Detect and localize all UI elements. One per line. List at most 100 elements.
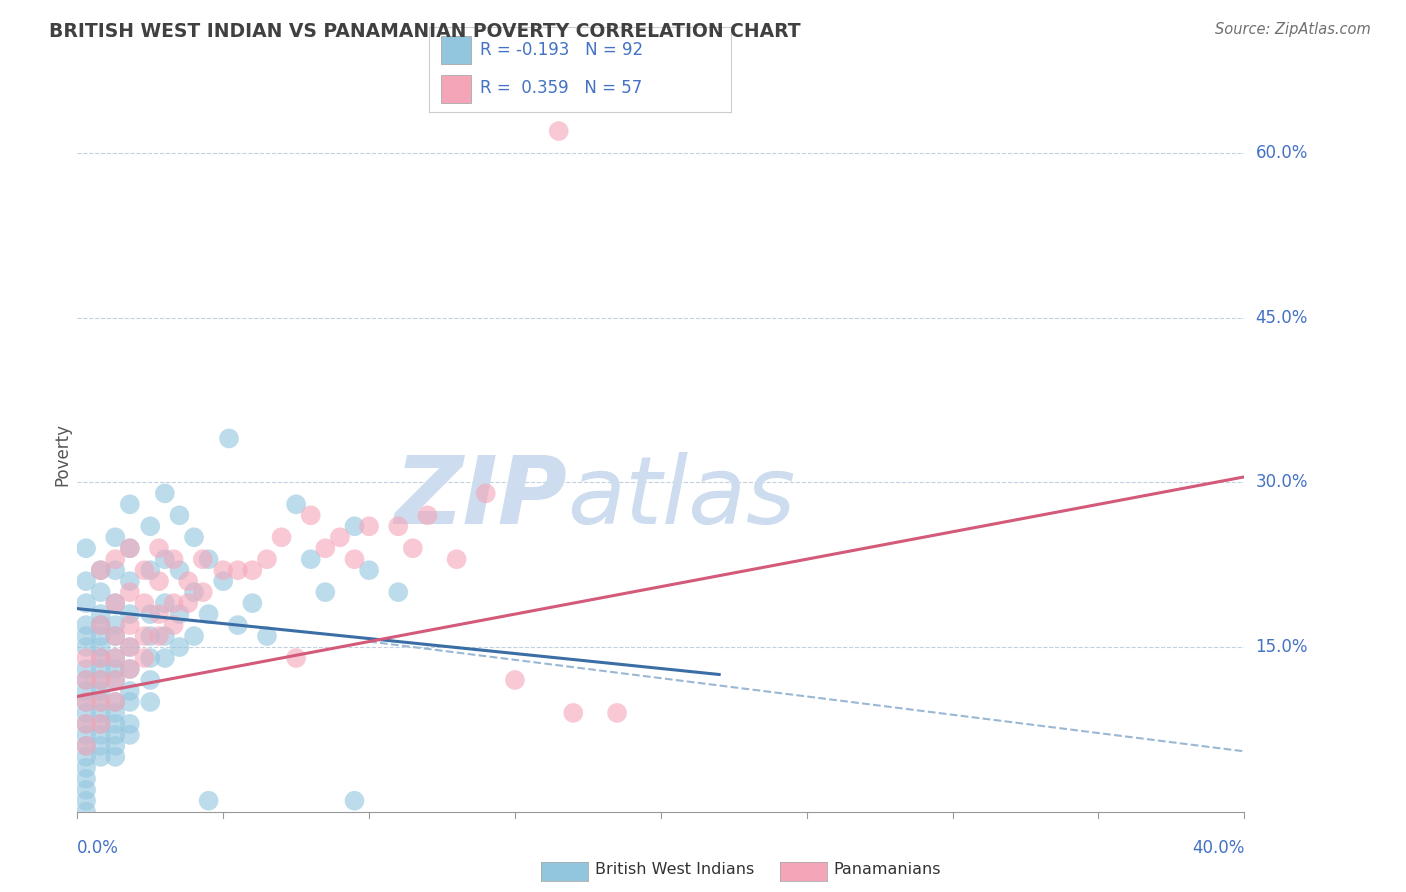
Text: Panamanians: Panamanians <box>834 863 941 877</box>
Point <box>90 651 112 665</box>
Point <box>90 607 112 621</box>
Point <box>357 519 380 533</box>
Point <box>75 739 97 753</box>
Point <box>270 530 292 544</box>
Point <box>212 563 235 577</box>
Point <box>169 607 191 621</box>
Point <box>75 574 97 589</box>
Point <box>139 629 162 643</box>
Point <box>153 596 176 610</box>
Text: 15.0%: 15.0% <box>1256 638 1308 656</box>
Point <box>329 530 352 544</box>
Point <box>343 519 366 533</box>
Point <box>75 673 97 687</box>
Point <box>90 717 112 731</box>
Point <box>134 651 156 665</box>
Point <box>104 706 127 720</box>
Point <box>139 695 162 709</box>
Point <box>104 596 127 610</box>
Point <box>90 618 112 632</box>
Point <box>104 695 127 709</box>
Point <box>104 739 127 753</box>
Point <box>90 706 112 720</box>
Point <box>75 717 97 731</box>
Point <box>148 607 170 621</box>
Point <box>183 585 205 599</box>
Point <box>343 794 366 808</box>
Y-axis label: Poverty: Poverty <box>53 424 72 486</box>
Point <box>118 541 141 556</box>
Point <box>118 585 141 599</box>
Point <box>314 585 336 599</box>
Text: Source: ZipAtlas.com: Source: ZipAtlas.com <box>1215 22 1371 37</box>
Point <box>90 585 112 599</box>
Point <box>90 618 112 632</box>
Point <box>118 618 141 632</box>
Point <box>191 585 214 599</box>
Point <box>75 761 97 775</box>
Point <box>183 530 205 544</box>
Point <box>134 596 156 610</box>
Point <box>169 640 191 654</box>
Point <box>240 596 263 610</box>
Point <box>75 629 97 643</box>
Text: atlas: atlas <box>568 452 796 543</box>
Point <box>153 486 176 500</box>
Point <box>134 563 156 577</box>
Point <box>104 695 127 709</box>
Point <box>75 684 97 698</box>
Point <box>402 541 425 556</box>
Point <box>104 629 127 643</box>
Point <box>118 607 141 621</box>
Point <box>285 651 308 665</box>
Point <box>212 574 235 589</box>
Text: 45.0%: 45.0% <box>1256 309 1308 326</box>
Point <box>197 552 219 566</box>
Point <box>104 651 127 665</box>
Point <box>75 782 97 797</box>
Point <box>134 629 156 643</box>
Point <box>562 706 585 720</box>
Point <box>285 497 308 511</box>
Point <box>75 596 97 610</box>
Point <box>75 662 97 676</box>
Point <box>75 805 97 819</box>
Point <box>118 684 141 698</box>
Point <box>475 486 498 500</box>
Point <box>299 508 322 523</box>
FancyBboxPatch shape <box>441 75 471 103</box>
Point <box>90 662 112 676</box>
Point <box>90 684 112 698</box>
Point <box>177 574 200 589</box>
Point <box>503 673 526 687</box>
Point <box>75 794 97 808</box>
Point <box>118 640 141 654</box>
Point <box>104 596 127 610</box>
FancyBboxPatch shape <box>441 36 471 64</box>
Point <box>118 541 141 556</box>
Point <box>90 728 112 742</box>
Point <box>148 574 170 589</box>
Point <box>139 651 162 665</box>
Point <box>162 552 184 566</box>
Point <box>75 695 97 709</box>
Point <box>90 749 112 764</box>
Point <box>153 651 176 665</box>
Point <box>104 673 127 687</box>
Point <box>75 695 97 709</box>
Text: R = -0.193   N = 92: R = -0.193 N = 92 <box>481 41 644 59</box>
Point <box>153 552 176 566</box>
Point <box>183 629 205 643</box>
Point <box>343 552 366 566</box>
Point <box>139 607 162 621</box>
Point <box>90 739 112 753</box>
Point <box>387 585 409 599</box>
Text: 30.0%: 30.0% <box>1256 474 1308 491</box>
Point <box>197 607 219 621</box>
Point <box>226 618 249 632</box>
Text: BRITISH WEST INDIAN VS PANAMANIAN POVERTY CORRELATION CHART: BRITISH WEST INDIAN VS PANAMANIAN POVERT… <box>49 22 801 41</box>
Point <box>416 508 439 523</box>
Point <box>75 673 97 687</box>
Point <box>90 695 112 709</box>
Point <box>118 695 141 709</box>
